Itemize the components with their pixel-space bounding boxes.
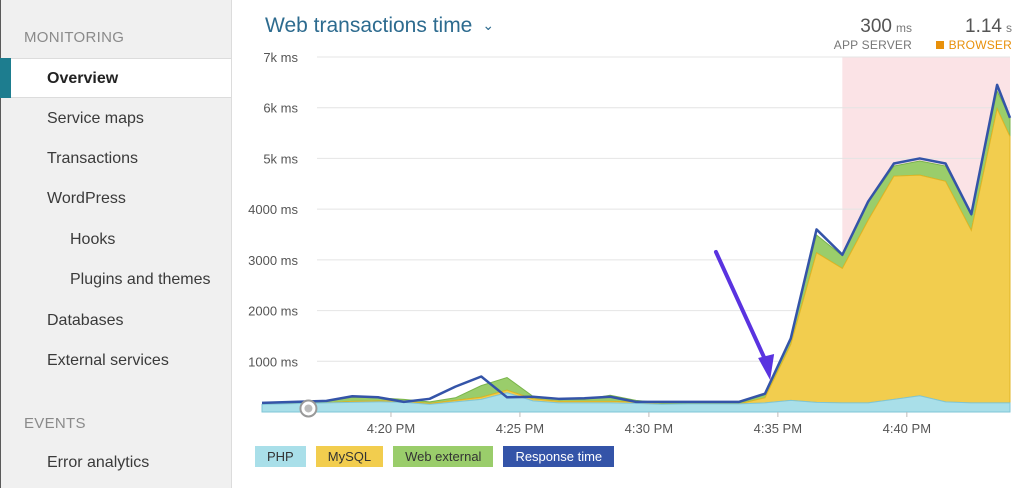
section-label-monitoring: MONITORING	[24, 29, 125, 46]
browser-label: BROWSER	[948, 38, 1012, 52]
sidebar-item-databases[interactable]: Databases	[0, 301, 231, 341]
legend-php[interactable]: PHP	[255, 446, 306, 467]
sidebar-item-overview[interactable]: Overview	[0, 58, 231, 98]
legend-response-time[interactable]: Response time	[503, 446, 615, 467]
sidebar-item-label: Error analytics	[47, 454, 150, 471]
sidebar-item-transactions[interactable]: Transactions	[0, 139, 231, 179]
app-server-unit: ms	[896, 21, 912, 35]
sidebar-item-label: External services	[47, 352, 169, 369]
chart-title-dropdown[interactable]: Web transactions time ⌄	[265, 14, 494, 38]
browser-metric: 1.14 s BROWSER	[922, 16, 1012, 52]
sidebar-item-label: Transactions	[47, 150, 138, 167]
sidebar: MONITORING Overview Service maps Transac…	[0, 0, 232, 488]
y-tick-label: 5k ms	[263, 151, 298, 166]
browser-unit: s	[1006, 21, 1012, 35]
annotation-arrow-head	[758, 354, 775, 380]
browser-value: 1.14	[965, 16, 1002, 37]
sidebar-item-hooks[interactable]: Hooks	[0, 220, 231, 260]
x-tick-label: 4:35 PM	[754, 421, 802, 436]
sidebar-item-error-analytics[interactable]: Error analytics	[0, 443, 231, 483]
legend-mysql[interactable]: MySQL	[315, 446, 384, 467]
sidebar-item-external-services[interactable]: External services	[0, 341, 231, 381]
sidebar-item-wordpress[interactable]: WordPress	[0, 179, 231, 219]
sidebar-item-label: WordPress	[47, 190, 126, 207]
sidebar-item-label: Plugins and themes	[70, 271, 211, 288]
chart-title: Web transactions time	[265, 14, 473, 37]
sidebar-item-label: Hooks	[70, 231, 116, 248]
area-php	[261, 392, 1011, 413]
sidebar-item-service-maps[interactable]: Service maps	[0, 99, 231, 139]
app-server-metric: 300 ms APP SERVER	[817, 16, 912, 52]
app-server-label: APP SERVER	[833, 38, 912, 52]
y-tick-label: 1000 ms	[248, 354, 298, 369]
y-tick-label: 6k ms	[263, 101, 298, 116]
annotation-arrow	[713, 250, 770, 366]
legend-web-external[interactable]: Web external	[393, 446, 494, 467]
browser-square-icon	[935, 41, 944, 49]
main-panel: Web transactions time ⌄ 300 ms APP SERVER …	[232, 0, 1024, 488]
x-tick-label: 4:25 PM	[496, 421, 544, 436]
y-tick-label: 4000 ms	[248, 202, 298, 217]
section-label-events: EVENTS	[24, 415, 86, 432]
chart-legend: PHP MySQL Web external Response time	[255, 446, 615, 467]
y-tick-label: 3000 ms	[248, 253, 298, 268]
y-tick-label: 2000 ms	[248, 304, 298, 319]
line-response-time	[261, 83, 1012, 405]
range-handle-dot	[304, 404, 313, 413]
chart-svg: 1000 ms 2000 ms 3000 ms 4000 ms 5k ms 6k ms 7k…	[248, 50, 1012, 436]
sidebar-item-label: Databases	[47, 312, 124, 329]
y-tick-label: 7k ms	[263, 50, 298, 65]
chevron-down-icon: ⌄	[482, 17, 495, 33]
sidebar-item-label: Service maps	[47, 110, 144, 127]
x-tick-label: 4:40 PM	[883, 421, 931, 436]
sidebar-item-plugins-and-themes[interactable]: Plugins and themes	[0, 260, 231, 300]
x-tick-label: 4:30 PM	[625, 421, 673, 436]
x-tick-label: 4:20 PM	[367, 421, 415, 436]
sidebar-item-label: Overview	[47, 70, 119, 87]
sidebar-edge	[0, 0, 1, 488]
app-server-value: 300	[860, 16, 892, 37]
